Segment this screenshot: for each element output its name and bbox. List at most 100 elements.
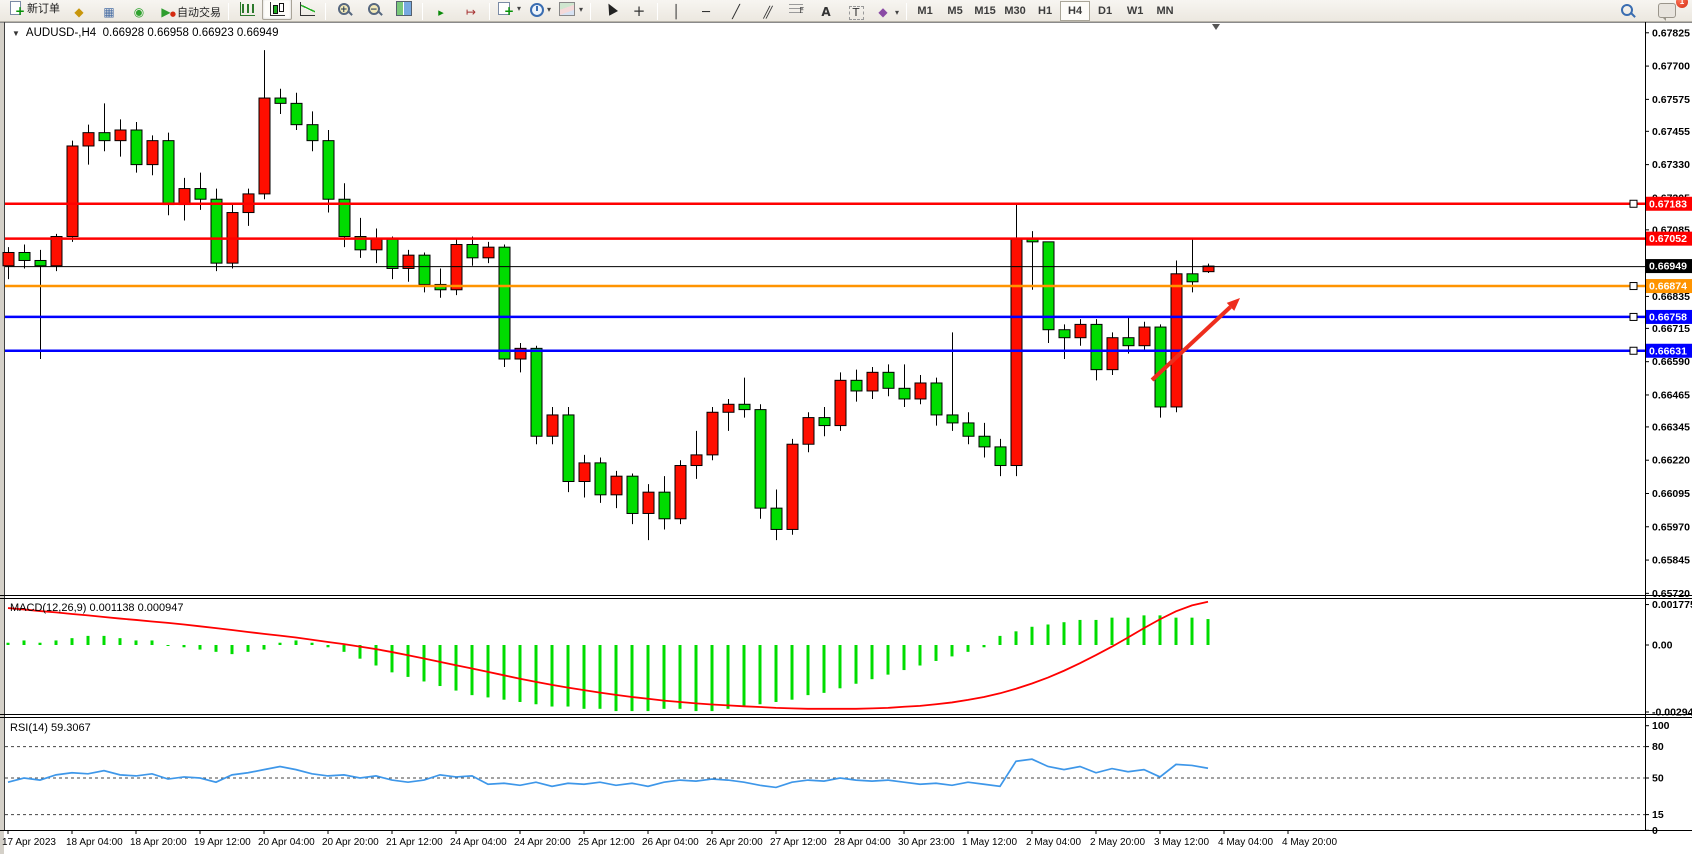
candle-body — [1122, 337, 1135, 347]
arrows-icon: ◆ — [878, 5, 888, 19]
chart-shift-button[interactable]: ↦ — [456, 1, 486, 23]
candle-body — [162, 140, 175, 206]
cursor-button[interactable] — [594, 0, 624, 20]
timeframe-d1[interactable]: D1 — [1098, 4, 1113, 17]
text-button[interactable]: A — [811, 1, 841, 23]
macd-axis-label: 0.00 — [1652, 640, 1673, 652]
macd-histogram-bar — [726, 645, 730, 709]
time-tick-label: 28 Apr 04:00 — [834, 837, 891, 848]
macd-histogram-bar — [1190, 617, 1194, 645]
auto-scroll-button[interactable]: ▸ — [426, 2, 456, 24]
price-label-text: 0.66631 — [1649, 345, 1687, 357]
candle-body — [194, 188, 207, 200]
toolbar-separator — [590, 3, 592, 20]
macd-histogram-bar — [886, 645, 890, 675]
timeframe-m30[interactable]: M30 — [1004, 4, 1026, 17]
macd-histogram-bar — [854, 645, 858, 684]
line-handle[interactable] — [1629, 199, 1638, 208]
new-chart-button[interactable]: ▾ — [493, 0, 525, 19]
vertical-line-button[interactable]: │ — [661, 2, 691, 24]
trend-arrow-head[interactable] — [1226, 298, 1240, 311]
timeframe-w1[interactable]: W1 — [1126, 4, 1144, 17]
autotrading-button-label: 自动交易 — [177, 7, 221, 19]
navigator-button[interactable]: ▦ — [94, 1, 124, 23]
candle-body — [546, 414, 559, 437]
timeframe-m15[interactable]: M15 — [974, 4, 996, 17]
candle-body — [690, 454, 703, 467]
tile-windows-button[interactable] — [389, 0, 419, 20]
new-order-icon — [8, 0, 25, 19]
timeframe-m1[interactable]: M1 — [917, 4, 933, 17]
candle-body — [1170, 273, 1183, 408]
line-handle[interactable] — [1629, 346, 1638, 355]
crosshair-button[interactable]: + — [624, 0, 654, 22]
chat-button[interactable]: 1 — [1652, 0, 1688, 22]
toolbar-separator — [325, 3, 326, 20]
chart-shift-icon: ↦ — [465, 5, 477, 19]
macd-histogram-bar — [870, 645, 874, 680]
collapse-icon[interactable]: ▼ — [12, 29, 20, 38]
period-button[interactable]: ▾ — [525, 0, 555, 20]
signals-icon: ◉ — [133, 5, 145, 19]
line-chart-button[interactable] — [292, 0, 322, 20]
arrows-button[interactable]: ◆ ▾ — [871, 1, 903, 23]
macd-histogram-bar — [230, 645, 234, 655]
signals-button[interactable]: ◉ — [124, 1, 154, 23]
timeframe-m5[interactable]: M5 — [947, 4, 963, 17]
macd-histogram-bar — [406, 645, 410, 677]
time-tick-label: 2 May 20:00 — [1090, 837, 1145, 848]
fibonacci-button[interactable] — [781, 0, 811, 21]
candle-body — [210, 198, 223, 264]
vertical-line-icon: │ — [672, 5, 680, 20]
template-button[interactable]: ▾ — [555, 0, 587, 20]
candle-body — [834, 379, 847, 427]
zoom-out-button[interactable]: − — [359, 0, 389, 20]
trend-arrow[interactable] — [1150, 305, 1232, 382]
macd-histogram-bar — [934, 645, 938, 661]
timeframe-h1[interactable]: H1 — [1038, 4, 1053, 17]
macd-histogram-bar — [1158, 615, 1162, 645]
new-order-button[interactable]: 新订单 — [4, 0, 64, 19]
time-tick-label: 20 Apr 04:00 — [258, 837, 315, 848]
search-button[interactable] — [1612, 0, 1642, 22]
time-tick-label: 30 Apr 23:00 — [898, 837, 955, 848]
price-label-box — [1646, 196, 1692, 211]
price-tick-label: 0.65970 — [1652, 521, 1690, 533]
timeframe-mn[interactable]: MN — [1156, 4, 1174, 17]
window-left-edge — [0, 22, 4, 854]
line-handle[interactable] — [1629, 282, 1638, 291]
macd-histogram-bar — [1110, 617, 1114, 645]
timeframe-h4[interactable]: H4 — [1060, 0, 1091, 21]
autotrading-button[interactable]: ▶自动交易 — [154, 1, 225, 23]
rsi-axis-label: 100 — [1652, 720, 1670, 732]
market-watch-button[interactable]: ◆ — [64, 1, 94, 23]
candle-body — [610, 475, 623, 496]
candle-body — [818, 417, 831, 427]
candle-body — [562, 414, 575, 483]
macd-histogram-bar — [6, 642, 10, 645]
price-tick-label: 0.66095 — [1652, 488, 1690, 500]
chart-shift-marker[interactable] — [1212, 24, 1220, 30]
candle-body — [178, 188, 191, 206]
macd-histogram-bar — [246, 645, 250, 652]
text-label-button[interactable]: T — [841, 2, 871, 24]
macd-histogram-bar — [182, 645, 186, 648]
bar-chart-button[interactable] — [232, 0, 262, 20]
candlestick-chart-button[interactable] — [262, 0, 292, 20]
macd-histogram-bar — [582, 645, 586, 709]
candle-body — [130, 129, 143, 166]
rsi-axis-label: 80 — [1652, 741, 1664, 753]
trendline-button[interactable]: ╱ — [721, 2, 751, 24]
zoom-in-icon: + — [337, 2, 351, 16]
time-tick-label: 27 Apr 12:00 — [770, 837, 827, 848]
price-tick-label: 0.66465 — [1652, 389, 1690, 401]
horizontal-line-button[interactable]: ─ — [691, 2, 721, 24]
dropdown-caret-icon: ▾ — [895, 7, 900, 17]
candle-body — [114, 129, 127, 142]
candle-body — [754, 409, 767, 509]
equidistant-channel-button[interactable]: ╱╱ — [751, 2, 781, 24]
zoom-in-button[interactable]: + — [329, 0, 359, 20]
candle-body — [498, 246, 511, 360]
line-handle[interactable] — [1629, 312, 1638, 321]
